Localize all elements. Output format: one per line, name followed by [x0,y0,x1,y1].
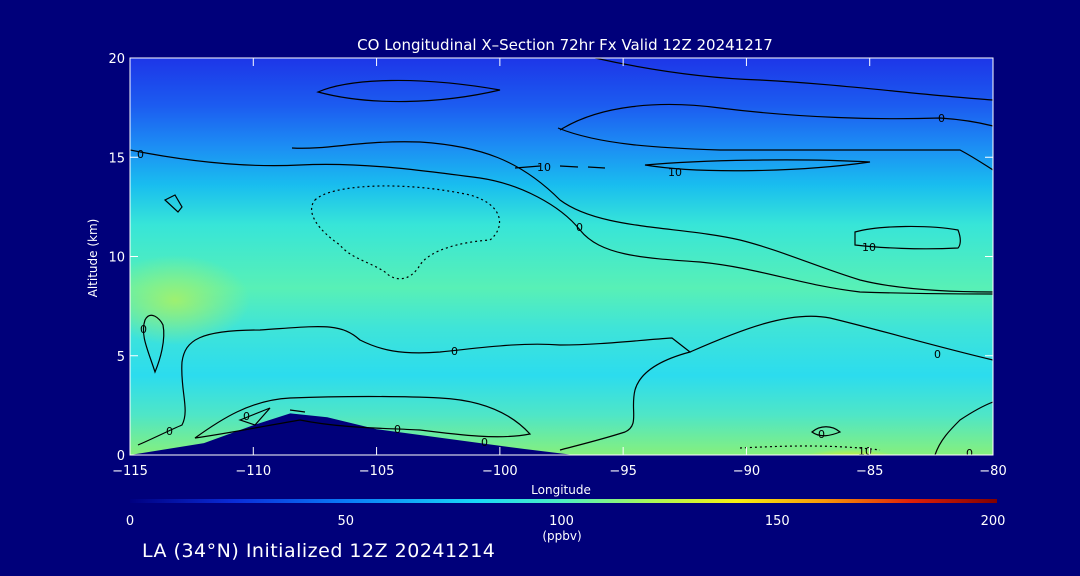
plot-area: 0 0 0 0 0 0 0 0 0 0 0 0 10 10 10 10 [130,58,993,460]
contour-label: 0 [481,436,488,449]
y-tick-label: 15 [108,151,125,166]
contour-line [238,407,271,426]
contour-line [934,401,993,455]
x-axis: −115 −110 −105 −100 −95 −90 −85 −80 [112,58,1007,479]
y-axis: 0 5 10 15 20 [108,52,993,464]
colorbar-tick-label: 150 [765,514,790,529]
x-tick-label: −95 [609,464,636,479]
y-tick-label: 0 [117,449,125,464]
colorbar-tick-label: 0 [126,514,134,529]
contour-label: 0 [394,423,401,436]
y-tick-label: 10 [108,251,125,266]
contour-label: 0 [818,428,825,441]
contour-line [163,194,183,213]
contour-line [316,79,501,103]
contour-line [137,326,692,451]
terrain [130,413,574,455]
x-tick-label: −105 [359,464,395,479]
contour-label: 0 [934,348,941,361]
contour-lines [130,58,993,455]
colorbar-tick-label: 200 [981,514,1006,529]
colorbar-tick-label: 100 [549,514,574,529]
contour-line-dotted [739,445,881,451]
contour-line [557,127,993,171]
x-tick-label: −85 [856,464,883,479]
contour-line [854,225,961,250]
y-axis-label: Altitude (km) [86,219,100,298]
contour-line [130,149,993,295]
x-tick-label: −100 [482,464,518,479]
contour-label: 0 [137,148,144,161]
contour-line [289,409,306,413]
contour-labels: 0 0 0 0 0 0 0 0 0 0 0 0 10 10 10 10 [137,112,973,460]
contour-label: 0 [938,112,945,125]
y-tick-label: 20 [108,52,125,67]
x-tick-label: −80 [979,464,1006,479]
contour-line [291,141,993,293]
y-tick-label: 5 [117,350,125,365]
contour-line [142,314,165,374]
contour-label: 10 [858,445,872,458]
contour-line [594,58,993,101]
mid-level-co-maximum [130,255,250,345]
contour-label: 0 [166,425,173,438]
x-tick-label: −110 [235,464,271,479]
contour-line [559,103,993,131]
contour-label: 0 [140,323,147,336]
footer-info: LA (34°N) Initialized 12Z 20241214 [142,540,496,562]
x-tick-label: −115 [112,464,148,479]
x-axis-label: Longitude [531,483,591,497]
contour-line [514,165,606,169]
contour-label: 10 [668,166,682,179]
contour-line-dotted [310,185,500,280]
contour-line [644,159,871,172]
surface-co-maximum [770,425,930,455]
contour-line [811,426,842,437]
co-field [130,58,993,455]
contour-line [194,395,532,439]
chart-title: CO Longitudinal X–Section 72hr Fx Valid … [357,36,773,54]
colorbar-units: (ppbv) [542,529,581,543]
contour-label: 0 [576,221,583,234]
contour-label: 10 [862,241,876,254]
colorbar-ticks: 0 50 100 150 200 [126,514,1006,529]
contour-label: 0 [243,410,250,423]
x-tick-label: −90 [733,464,760,479]
contour-label: 0 [451,345,458,358]
colorbar-tick-label: 50 [337,514,354,529]
contour-label: 0 [966,447,973,460]
contour-label: 10 [537,161,551,174]
contour-line [689,315,993,361]
colorbar [130,499,997,503]
